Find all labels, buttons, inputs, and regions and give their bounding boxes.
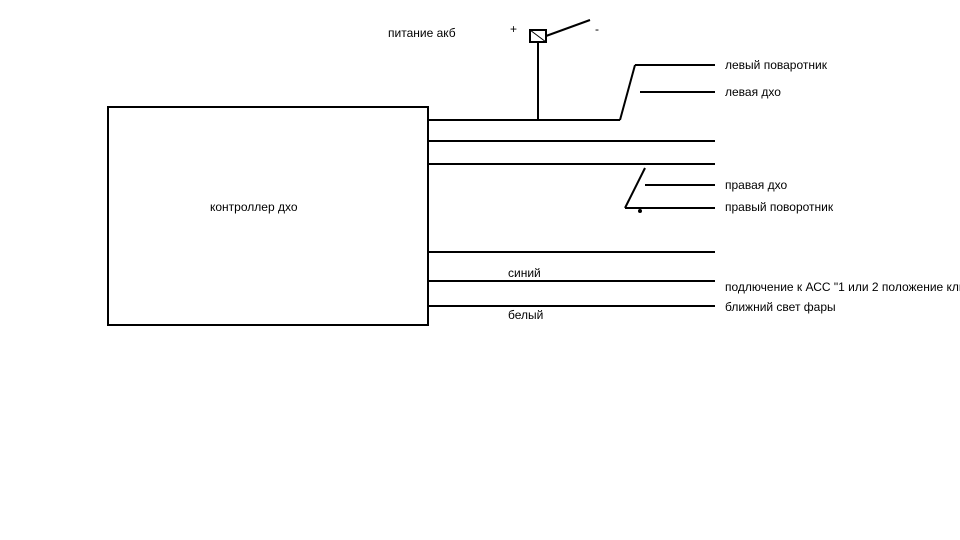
power-label: питание акб (388, 26, 456, 40)
power-terminal-inner (530, 30, 546, 42)
left-drl-label: левая дхо (725, 85, 781, 99)
wiring-diagram-svg (0, 0, 960, 540)
left-turn-switch-arm (620, 65, 635, 120)
horn-label: ближний свет фары (725, 300, 836, 314)
right-turn-label: правый поворотник (725, 200, 833, 214)
white-label: синий (508, 266, 541, 280)
controller-box (108, 107, 428, 325)
headlight-label: подлючение к АСС "1 или 2 положение ключ… (725, 280, 960, 294)
right-turn-switch-arm (625, 168, 645, 208)
right-switch-dot (638, 209, 642, 213)
controller-label: контроллер дхо (210, 200, 298, 214)
left-turn-label: левый поваротник (725, 58, 827, 72)
power-terminal-diag (546, 20, 590, 36)
plus-symbol: + (510, 22, 517, 36)
minus-symbol: - (595, 22, 599, 36)
green-label: белый (508, 308, 543, 322)
right-drl-label: правая дхо (725, 178, 787, 192)
